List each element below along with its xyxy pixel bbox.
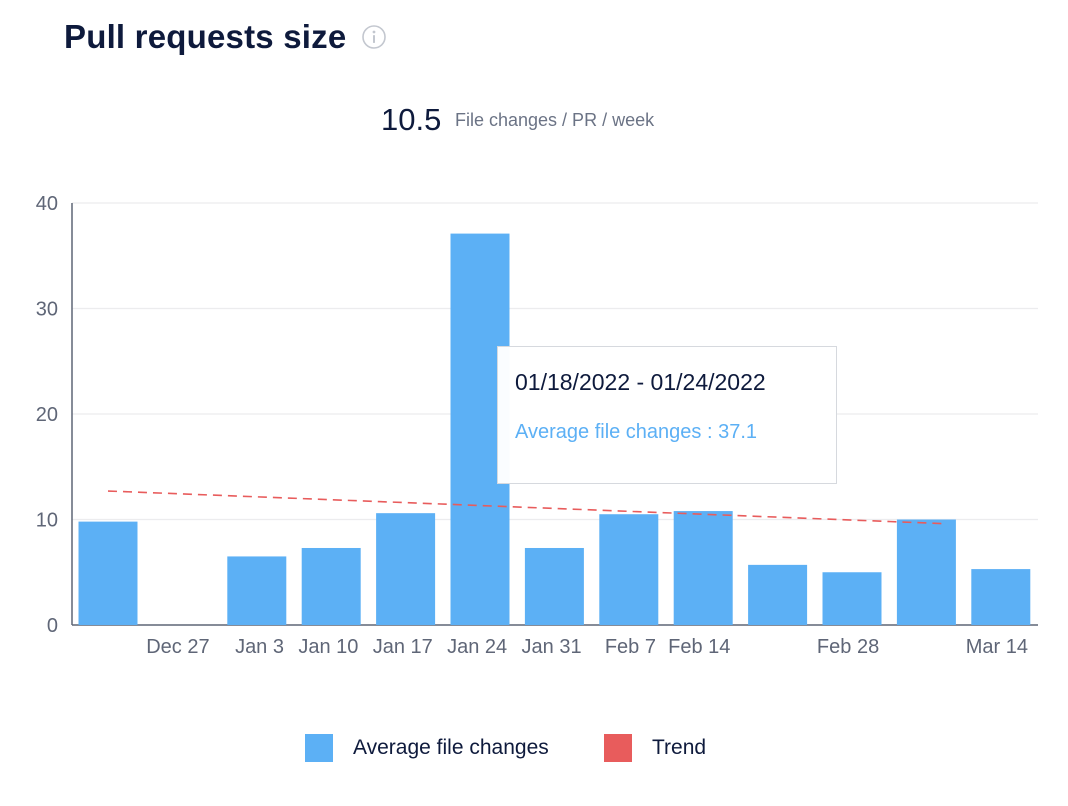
bar-3 <box>301 547 361 625</box>
x-tick-label-12: Mar 14 <box>966 636 1028 658</box>
summary-unit: File changes / PR / week <box>455 110 655 130</box>
x-tick-label-8: Feb 14 <box>668 636 730 658</box>
x-tick-label-5: Jan 24 <box>447 636 507 658</box>
y-tick-label-0: 0 <box>47 615 58 637</box>
bar-7 <box>599 514 659 625</box>
bar-6 <box>524 547 584 625</box>
legend-label-trend: Trend <box>652 736 707 759</box>
x-tick-label-6: Jan 31 <box>522 636 582 658</box>
bar-9 <box>748 564 808 625</box>
x-tick-label-2: Jan 3 <box>235 636 284 658</box>
bar-8 <box>673 511 733 625</box>
bar-12 <box>971 569 1031 625</box>
bar-10 <box>822 572 882 625</box>
legend-swatch-trend <box>604 734 632 762</box>
x-tick-label-1: Dec 27 <box>146 636 209 658</box>
y-tick-label-30: 30 <box>36 299 58 321</box>
page-title: Pull requests size <box>64 18 347 55</box>
legend-swatch-average-file-changes <box>305 734 333 762</box>
legend-item-trend[interactable]: Trend <box>604 732 706 764</box>
y-tick-label-20: 20 <box>36 404 58 426</box>
bar-0 <box>78 521 138 625</box>
bar-11 <box>896 519 956 625</box>
x-tick-label-4: Jan 17 <box>373 636 433 658</box>
y-tick-label-10: 10 <box>36 510 58 532</box>
x-tick-label-3: Jan 10 <box>298 636 358 658</box>
chart-header: Pull requests size <box>64 14 387 60</box>
legend-item-average-file-changes[interactable]: Average file changes <box>305 732 549 764</box>
y-tick-label-40: 40 <box>36 193 58 215</box>
summary-value: 10.5 <box>381 102 442 137</box>
tooltip-value: Average file changes : 37.1 <box>515 421 758 443</box>
legend-label-average-file-changes: Average file changes <box>353 736 549 759</box>
tooltip-date-range: 01/18/2022 - 01/24/2022 <box>515 369 766 395</box>
bar-2 <box>227 556 287 625</box>
trend-line <box>107 490 946 525</box>
bar-4 <box>376 513 436 625</box>
chart-tooltip: 01/18/2022 - 01/24/2022 Average file cha… <box>497 346 837 484</box>
x-tick-label-10: Feb 28 <box>817 636 879 658</box>
x-tick-label-7: Feb 7 <box>605 636 656 658</box>
info-icon[interactable] <box>362 25 387 49</box>
summary-metric: 10.5 File changes / PR / week <box>0 100 1068 140</box>
chart-legend: Average file changes Trend <box>0 732 1068 764</box>
